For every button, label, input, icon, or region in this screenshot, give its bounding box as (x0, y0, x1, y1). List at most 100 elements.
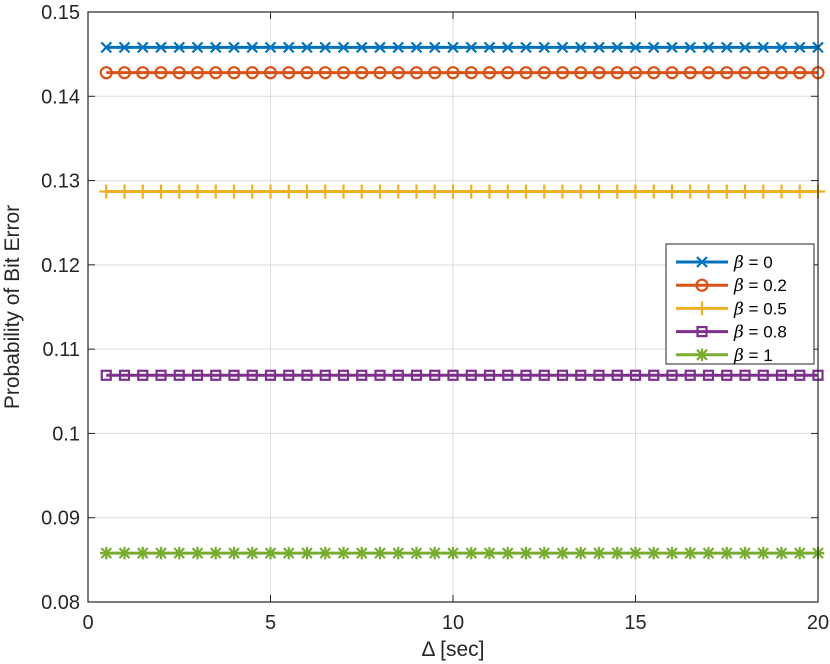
data-point (245, 66, 259, 80)
data-point (172, 184, 187, 199)
data-point (611, 369, 623, 381)
legend-item: β = 0.8 (676, 323, 787, 343)
x-tick-label: 20 (807, 612, 829, 634)
data-point (738, 546, 752, 560)
data-point (695, 348, 709, 362)
legend-label: β = 0.8 (733, 323, 787, 343)
data-point (429, 369, 441, 381)
legend-box (665, 243, 815, 365)
data-point (410, 546, 423, 560)
data-point (391, 66, 405, 80)
data-point (573, 184, 588, 199)
legend-value: = 0.5 (744, 299, 787, 318)
data-point (537, 66, 551, 80)
data-point (263, 66, 278, 80)
y-tick-label: 0.13 (41, 171, 80, 193)
data-point (336, 184, 351, 199)
data-point (756, 66, 770, 80)
data-point (684, 369, 696, 381)
data-point (100, 369, 112, 381)
x-tick-label: 10 (442, 612, 464, 634)
data-point (300, 66, 314, 80)
data-point (155, 41, 167, 54)
data-point (720, 546, 733, 560)
legend-item: β = 0.5 (676, 299, 787, 319)
legend-symbol: β (733, 323, 744, 343)
y-tick-label: 0.08 (41, 592, 80, 614)
data-point (446, 184, 460, 199)
data-point (465, 41, 478, 54)
legend-value: = 0.2 (744, 276, 787, 295)
data-point (574, 41, 587, 54)
legend-symbol: β (733, 299, 744, 319)
data-point (465, 369, 477, 381)
data-point (665, 66, 679, 80)
data-point (136, 41, 149, 54)
series-2 (99, 66, 825, 80)
data-point (209, 66, 223, 80)
data-point (774, 66, 789, 80)
data-point (684, 41, 697, 54)
data-point (739, 369, 751, 381)
data-point (392, 546, 405, 560)
data-point (483, 41, 496, 54)
data-point (246, 41, 259, 54)
data-point (482, 66, 497, 80)
legend-symbol: β (733, 253, 744, 273)
legend: β = 0β = 0.2β = 0.5β = 0.8β = 1 (665, 243, 815, 366)
data-point (374, 369, 386, 381)
data-point (683, 184, 698, 199)
legend-item: β = 0 (676, 253, 773, 273)
legend-symbol: β (733, 346, 744, 366)
data-point (337, 41, 350, 54)
data-point (720, 41, 733, 54)
data-point (355, 66, 369, 80)
data-point (172, 66, 186, 80)
legend-label: β = 0 (733, 253, 773, 273)
data-point (555, 184, 570, 199)
x-tick-label: 5 (265, 612, 276, 634)
data-point (99, 184, 114, 199)
data-point (318, 66, 332, 80)
x-tick-label: 0 (82, 612, 93, 634)
data-point (355, 546, 368, 560)
data-point (702, 546, 715, 560)
data-point (592, 184, 606, 199)
data-point (227, 184, 241, 199)
data-point (155, 369, 167, 381)
data-point (245, 184, 260, 199)
data-point (409, 66, 424, 80)
data-point (190, 184, 205, 199)
y-tick-label: 0.12 (41, 255, 80, 277)
data-point (647, 546, 660, 560)
data-point (483, 369, 496, 381)
data-point (117, 184, 132, 199)
data-point (137, 369, 149, 381)
data-point (592, 66, 606, 80)
data-point (665, 546, 679, 560)
data-point (701, 66, 716, 80)
data-point (574, 66, 588, 80)
data-point (264, 369, 277, 381)
data-point (135, 184, 150, 199)
data-point (738, 66, 752, 80)
data-point (282, 41, 295, 54)
data-point (757, 41, 770, 54)
data-point (227, 546, 241, 560)
data-point (228, 369, 240, 381)
data-point (792, 184, 807, 199)
data-point (683, 66, 697, 80)
x-axis-label: Δ [sec] (421, 638, 484, 661)
data-point (301, 369, 313, 381)
data-point (593, 369, 605, 381)
data-point (695, 301, 709, 316)
data-point (374, 41, 386, 54)
data-point (319, 41, 332, 54)
data-point (410, 41, 423, 54)
data-point (501, 66, 515, 80)
data-point (263, 184, 278, 199)
data-point (500, 184, 515, 199)
data-point (336, 66, 351, 80)
data-point (356, 369, 368, 381)
legend-label: β = 1 (733, 346, 773, 366)
